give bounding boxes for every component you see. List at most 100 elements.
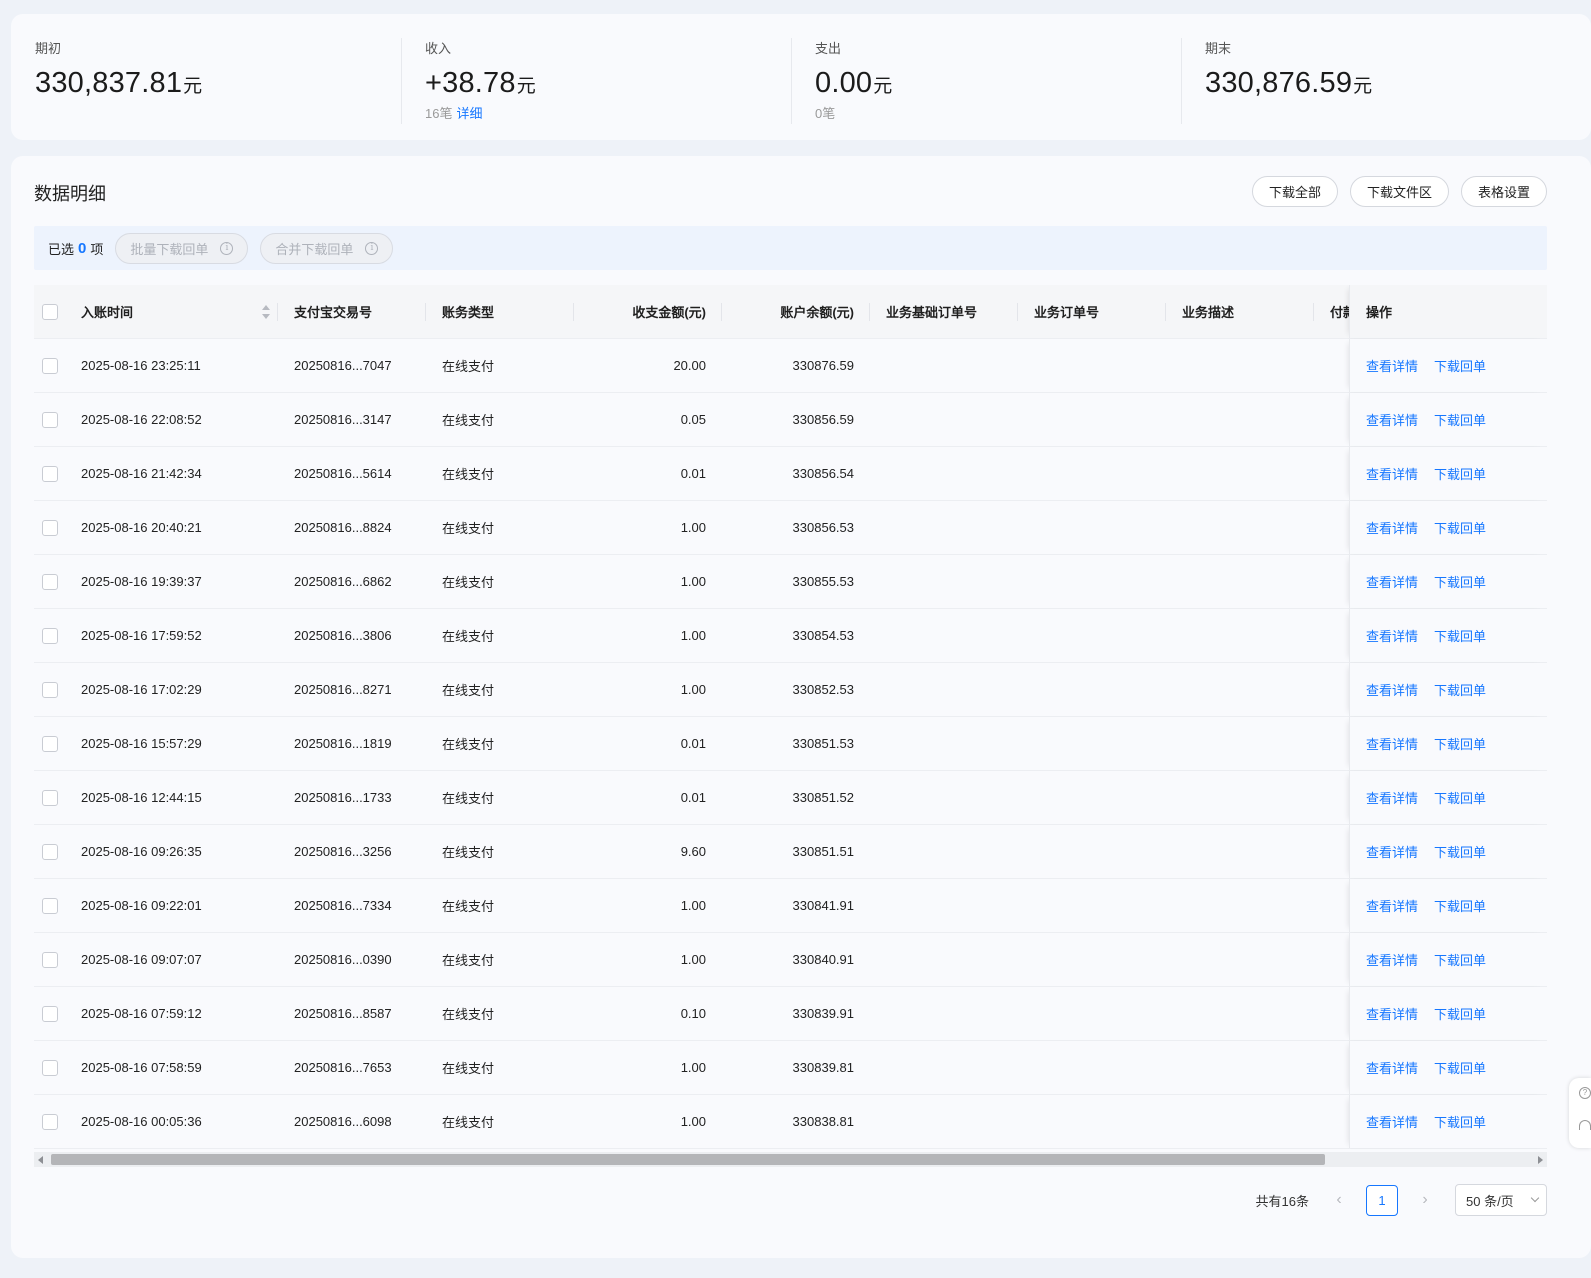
view-detail-link[interactable]: 查看详情 (1366, 629, 1419, 644)
summary-card: 期初 330,837.81元 收入 +38.78元 16笔 详细 支出 0.00元… (11, 14, 1591, 140)
view-detail-link[interactable]: 查看详情 (1366, 791, 1419, 806)
page-size-select[interactable]: 50 条/页 (1455, 1184, 1547, 1216)
download-receipt-link[interactable]: 下载回单 (1434, 791, 1487, 806)
cell-time: 2025-08-16 23:25:11 (81, 358, 201, 373)
cell-trade-no: 20250816...8587 (294, 1006, 392, 1021)
row-checkbox[interactable] (41, 1113, 58, 1130)
cell-time: 2025-08-16 07:58:59 (81, 1060, 202, 1075)
row-checkbox[interactable] (41, 789, 58, 806)
stat-label: 支出 (815, 41, 842, 56)
batch-download-label: 批量下载回单 (130, 241, 209, 257)
cell-type: 在线支付 (442, 467, 495, 482)
view-detail-link[interactable]: 查看详情 (1366, 1115, 1419, 1130)
row-checkbox[interactable] (41, 843, 58, 860)
view-detail-link[interactable]: 查看详情 (1366, 899, 1419, 914)
view-detail-link[interactable]: 查看详情 (1366, 521, 1419, 536)
view-detail-link[interactable]: 查看详情 (1366, 737, 1419, 752)
row-checkbox[interactable] (41, 357, 58, 374)
view-detail-link[interactable]: 查看详情 (1366, 953, 1419, 968)
chevron-left-icon[interactable]: ‹ (1336, 1191, 1342, 1208)
cell-amount: 1.00 (680, 1060, 706, 1075)
view-detail-link[interactable]: 查看详情 (1366, 1007, 1419, 1022)
row-checkbox[interactable] (41, 735, 58, 752)
header-amount: 收支金额(元) (574, 285, 722, 338)
cell-time: 2025-08-16 09:07:07 (81, 952, 202, 967)
download-receipt-link[interactable]: 下载回单 (1434, 845, 1487, 860)
select-all-checkbox[interactable] (41, 303, 58, 320)
help-icon[interactable]: ? (1579, 1087, 1591, 1099)
cell-order (1018, 1095, 1166, 1148)
cell-order (1018, 933, 1166, 986)
info-icon[interactable]: i (220, 241, 234, 255)
table-row: 2025-08-16 07:59:12 20250816...8587 在线支付 0.… (34, 987, 1547, 1041)
cell-trade-no: 20250816...0390 (294, 952, 392, 967)
row-checkbox[interactable] (41, 411, 58, 428)
row-checkbox[interactable] (41, 573, 58, 590)
view-detail-link[interactable]: 查看详情 (1366, 575, 1419, 590)
view-detail-link[interactable]: 查看详情 (1366, 683, 1419, 698)
view-detail-link[interactable]: 查看详情 (1366, 1061, 1419, 1076)
sort-icon[interactable] (262, 304, 270, 319)
view-detail-link[interactable]: 查看详情 (1366, 467, 1419, 482)
header-ops: 操作 (1349, 285, 1547, 338)
download-receipt-link[interactable]: 下载回单 (1434, 629, 1487, 644)
view-detail-link[interactable]: 查看详情 (1366, 359, 1419, 374)
selection-bar: 已选 0 项 批量下载回单 i 合并下载回单 i (34, 226, 1547, 270)
download-receipt-link[interactable]: 下载回单 (1434, 683, 1487, 698)
floating-help[interactable]: ? (1569, 1078, 1591, 1148)
row-checkbox[interactable] (41, 519, 58, 536)
scrollbar-thumb[interactable] (51, 1154, 1325, 1165)
cell-desc (1166, 717, 1314, 770)
cell-type: 在线支付 (442, 899, 495, 914)
download-receipt-link[interactable]: 下载回单 (1434, 575, 1487, 590)
download-receipt-link[interactable]: 下载回单 (1434, 413, 1487, 428)
scroll-right-icon[interactable] (1538, 1156, 1543, 1164)
row-checkbox[interactable] (41, 627, 58, 644)
download-receipt-link[interactable]: 下载回单 (1434, 1115, 1487, 1130)
download-files-button[interactable]: 下载文件区 (1349, 176, 1449, 207)
row-checkbox[interactable] (41, 465, 58, 482)
page-button-1[interactable]: 1 (1366, 1184, 1398, 1216)
chevron-right-icon[interactable]: › (1422, 1191, 1428, 1208)
batch-download-button[interactable]: 批量下载回单 i (115, 232, 249, 264)
table-settings-button[interactable]: 表格设置 (1460, 176, 1547, 207)
download-all-button[interactable]: 下载全部 (1251, 176, 1338, 207)
download-receipt-link[interactable]: 下载回单 (1434, 359, 1487, 374)
info-icon[interactable]: i (365, 241, 379, 255)
stat-unit: 元 (1353, 76, 1373, 97)
download-receipt-link[interactable]: 下载回单 (1434, 737, 1487, 752)
row-checkbox[interactable] (41, 897, 58, 914)
download-receipt-link[interactable]: 下载回单 (1434, 1007, 1487, 1022)
download-receipt-link[interactable]: 下载回单 (1434, 467, 1487, 482)
cell-balance: 330855.53 (792, 574, 854, 589)
horizontal-scrollbar[interactable] (34, 1152, 1547, 1167)
view-detail-link[interactable]: 查看详情 (1366, 413, 1419, 428)
cell-desc (1166, 393, 1314, 446)
cell-desc (1166, 933, 1314, 986)
row-checkbox[interactable] (41, 1005, 58, 1022)
cell-base-order (870, 501, 1018, 554)
headset-icon[interactable] (1579, 1120, 1591, 1130)
view-detail-link[interactable]: 查看详情 (1366, 845, 1419, 860)
cell-amount: 9.60 (680, 844, 706, 859)
header-order: 业务订单号 (1018, 285, 1166, 338)
download-receipt-link[interactable]: 下载回单 (1434, 899, 1487, 914)
download-receipt-link[interactable]: 下载回单 (1434, 1061, 1487, 1076)
cell-base-order (870, 1041, 1018, 1094)
download-receipt-link[interactable]: 下载回单 (1434, 521, 1487, 536)
data-table: 入账时间 支付宝交易号 账务类型 收支金额(元) 账户余额(元) 业务基础订单号… (34, 285, 1547, 1151)
cell-trade-no: 20250816...3147 (294, 412, 392, 427)
cell-trade-no: 20250816...7047 (294, 358, 392, 373)
row-checkbox[interactable] (41, 681, 58, 698)
income-detail-link[interactable]: 详细 (456, 106, 483, 121)
download-receipt-link[interactable]: 下载回单 (1434, 953, 1487, 968)
stat-unit: 元 (516, 76, 536, 97)
row-checkbox[interactable] (41, 1059, 58, 1076)
scroll-left-icon[interactable] (38, 1156, 43, 1164)
row-checkbox[interactable] (41, 951, 58, 968)
cell-amount: 1.00 (680, 682, 706, 697)
merge-download-button[interactable]: 合并下载回单 i (260, 232, 394, 264)
stat-value: +38.78 (425, 67, 516, 99)
cell-amount: 1.00 (680, 1114, 706, 1129)
cell-time: 2025-08-16 17:59:52 (81, 628, 202, 643)
